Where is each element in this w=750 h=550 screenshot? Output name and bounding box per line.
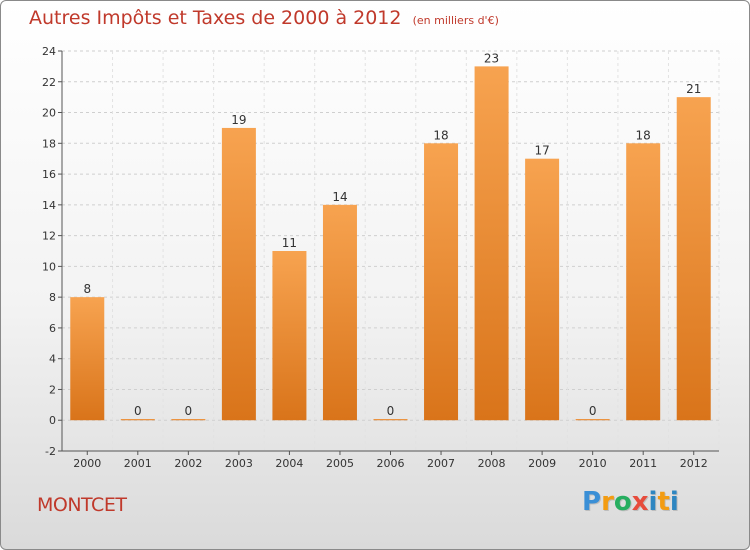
- y-tick-label: 14: [42, 199, 56, 212]
- y-tick-label: 20: [42, 107, 56, 120]
- y-tick-label: 4: [49, 353, 56, 366]
- data-label-2001: 0: [134, 404, 142, 418]
- x-tick-label-2005: 2005: [326, 457, 354, 470]
- x-tick-label-2007: 2007: [427, 457, 455, 470]
- proxiti-logo: Proxiti: [582, 487, 679, 517]
- data-label-2012: 21: [686, 82, 701, 96]
- logo-letter: i: [669, 487, 679, 517]
- data-label-2006: 0: [387, 404, 395, 418]
- logo-letter: i: [648, 487, 658, 517]
- y-tick-label: 12: [42, 230, 56, 243]
- bar-2001: [120, 419, 155, 421]
- x-tick-label-2000: 2000: [73, 457, 101, 470]
- logo-letter: t: [657, 487, 670, 517]
- data-label-2004: 11: [282, 236, 297, 250]
- data-label-2009: 17: [534, 144, 549, 158]
- x-tick-label-2010: 2010: [579, 457, 607, 470]
- x-tick-label-2006: 2006: [377, 457, 405, 470]
- bar-2002: [171, 419, 206, 421]
- bar-2011: [626, 143, 661, 421]
- x-tick-label-2001: 2001: [124, 457, 152, 470]
- bar-2009: [525, 158, 560, 421]
- data-label-2000: 8: [83, 282, 91, 296]
- y-tick-label: -2: [45, 445, 56, 458]
- axes: [58, 50, 719, 455]
- plot-area: [62, 51, 719, 451]
- bar-2000: [70, 297, 105, 421]
- bars: [70, 66, 711, 421]
- logo-letter: r: [601, 487, 614, 517]
- bar-2007: [424, 143, 459, 421]
- x-tick-label-2009: 2009: [528, 457, 556, 470]
- y-tick-label: 8: [49, 291, 56, 304]
- y-tick-label: 18: [42, 137, 56, 150]
- logo-letter: P: [582, 487, 602, 517]
- x-tick-label-2004: 2004: [275, 457, 303, 470]
- data-label-2003: 19: [231, 113, 246, 127]
- logo-letter: x: [631, 487, 649, 517]
- data-label-2010: 0: [589, 404, 597, 418]
- y-tick-label: 6: [49, 322, 56, 335]
- data-label-2011: 18: [636, 128, 651, 142]
- data-label-2002: 0: [185, 404, 193, 418]
- y-tick-label: 2: [49, 383, 56, 396]
- labels: -202468101214161820222482000020010200219…: [42, 45, 708, 470]
- bar-2006: [373, 419, 408, 421]
- x-tick-label-2002: 2002: [174, 457, 202, 470]
- commune-name: MONTCET: [37, 494, 127, 516]
- bar-2003: [221, 127, 256, 421]
- bar-2005: [322, 204, 357, 421]
- data-label-2007: 18: [433, 128, 448, 142]
- y-tick-label: 16: [42, 168, 56, 181]
- y-tick-label: 22: [42, 76, 56, 89]
- bar-2008: [474, 66, 509, 421]
- grid-lines: [61, 50, 720, 452]
- bar-2010: [575, 419, 610, 421]
- chart-title: Autres Impôts et Taxes de 2000 à 2012 (e…: [29, 7, 499, 29]
- y-tick-label: 0: [49, 414, 56, 427]
- logo-letter: o: [613, 487, 632, 517]
- x-tick-label-2003: 2003: [225, 457, 253, 470]
- x-tick-label-2012: 2012: [680, 457, 708, 470]
- data-label-2005: 14: [332, 190, 347, 204]
- title-main: Autres Impôts et Taxes de 2000 à 2012: [29, 7, 402, 29]
- x-tick-label-2008: 2008: [478, 457, 506, 470]
- y-tick-label: 24: [42, 45, 56, 58]
- data-label-2008: 23: [484, 51, 499, 65]
- title-unit: (en milliers d'€): [412, 14, 499, 27]
- x-tick-label-2011: 2011: [629, 457, 657, 470]
- y-tick-label: 10: [42, 260, 56, 273]
- bar-2012: [676, 97, 711, 421]
- bar-2004: [272, 251, 307, 421]
